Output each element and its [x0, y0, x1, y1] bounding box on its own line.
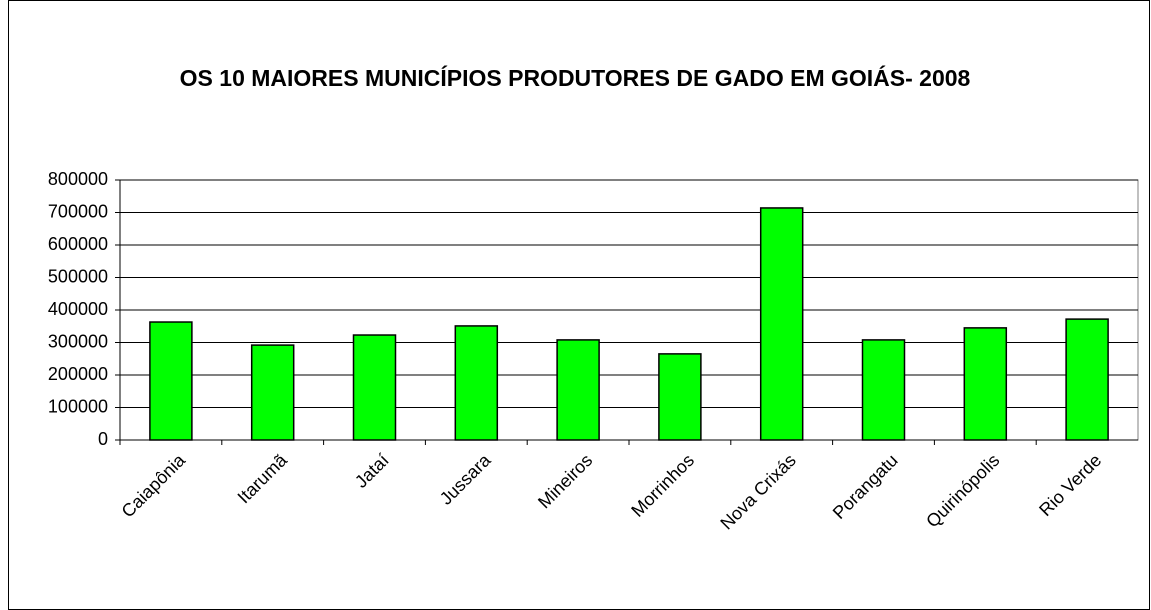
y-tick-label: 100000	[48, 396, 108, 416]
bar	[250, 344, 295, 441]
bar	[963, 327, 1008, 441]
chart-title: OS 10 MAIORES MUNICÍPIOS PRODUTORES DE G…	[180, 64, 971, 91]
y-tick-label: 200000	[48, 364, 108, 384]
bar	[352, 334, 397, 441]
bar	[759, 207, 804, 441]
y-tick-label: 400000	[48, 299, 108, 319]
bar	[149, 321, 193, 441]
y-tick-label: 600000	[48, 234, 108, 254]
bar	[556, 339, 600, 441]
y-tick-label: 700000	[48, 201, 108, 221]
y-tick-label: 500000	[48, 266, 108, 286]
bar	[454, 325, 499, 441]
bar	[1065, 318, 1109, 441]
bar	[658, 353, 702, 441]
y-tick-label: 0	[98, 429, 108, 449]
bar	[861, 339, 906, 441]
y-tick-label: 800000	[48, 169, 108, 189]
y-tick-label: 300000	[48, 331, 108, 351]
